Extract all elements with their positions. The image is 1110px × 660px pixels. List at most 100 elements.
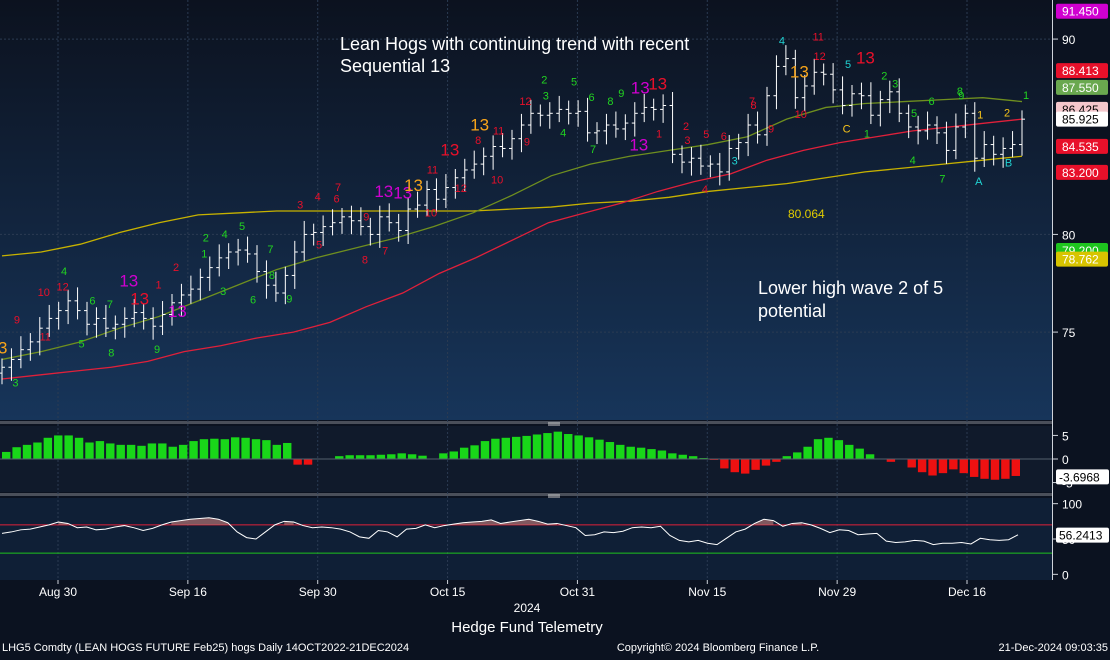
svg-text:83.200: 83.200: [1062, 166, 1099, 180]
price-bar: [178, 283, 185, 317]
price-bar: [376, 205, 383, 248]
histogram-bar: [2, 451, 11, 459]
price-bar: [518, 113, 525, 153]
price-bar: [858, 82, 865, 110]
td-count-label: 12: [519, 96, 531, 108]
histogram-bar: [512, 436, 521, 459]
time-axis-label: Nov 15: [688, 585, 726, 599]
td-count-label: 1: [656, 128, 662, 140]
price-bar: [46, 304, 53, 337]
td-count-label: 13: [648, 74, 667, 93]
overbought-shading: [453, 519, 558, 525]
histogram-bar: [241, 437, 250, 459]
td-count-label: 3: [892, 78, 898, 90]
price-bar: [612, 111, 619, 138]
histogram-bar: [178, 444, 188, 459]
price-bar: [716, 152, 723, 186]
td-count-label: 11: [40, 331, 51, 343]
histogram-bar: [553, 431, 563, 459]
price-bar: [27, 333, 34, 361]
title-annotation-line-1: Lean Hogs with continuing trend with rec…: [340, 34, 689, 54]
price-bar: [622, 114, 629, 141]
price-bar: [537, 104, 544, 127]
td-count-label: 1: [155, 280, 161, 292]
price-bar: [8, 348, 15, 381]
price-bar: [17, 336, 24, 369]
price-value-tag: 85.925: [1056, 111, 1108, 127]
price-bar: [1019, 110, 1025, 156]
price-bar: [981, 131, 988, 168]
price-bar: [556, 95, 563, 123]
time-axis-label: Oct 31: [560, 585, 596, 599]
price-bar: [952, 113, 959, 160]
histogram-bar: [303, 459, 313, 465]
panel-resize-handle[interactable]: [548, 422, 560, 426]
price-bar: [36, 317, 43, 356]
histogram-bar: [480, 441, 490, 459]
td-count-label: 11: [813, 31, 824, 43]
td-count-label: C: [843, 123, 851, 135]
time-axis-label: Oct 15: [430, 585, 466, 599]
time-axis-label: Nov 29: [818, 585, 856, 599]
histogram-bar: [574, 435, 583, 459]
histogram-bar: [74, 437, 84, 459]
copyright-text: Copyright© 2024 Bloomberg Finance L.P.: [617, 642, 819, 654]
td-count-label: 4: [222, 229, 228, 241]
price-bar: [291, 240, 298, 289]
td-count-label: 5: [78, 339, 84, 351]
histogram-bar: [85, 442, 94, 459]
histogram-bar: [855, 448, 864, 459]
histogram-bar: [199, 439, 209, 459]
histogram-bar: [803, 446, 812, 459]
price-bar: [754, 111, 761, 144]
wave-annotation-line-1: Lower high wave 2 of 5: [758, 278, 943, 298]
price-bar: [575, 100, 582, 127]
price-bar: [801, 74, 808, 112]
td-count-label: 8: [750, 100, 756, 112]
td-count-label: 1: [1023, 90, 1029, 102]
histogram-bar: [928, 459, 937, 476]
price-bar: [320, 215, 327, 246]
td-count-label: 4: [315, 191, 321, 203]
histogram-bar: [407, 454, 417, 459]
histogram-bar: [262, 440, 271, 459]
price-bar: [301, 220, 308, 261]
price-bar: [348, 205, 355, 235]
price-bar: [499, 133, 506, 158]
td-count-label: 7: [590, 144, 596, 156]
histogram-bar: [272, 444, 282, 459]
td-count-label: 1: [201, 248, 207, 260]
histogram-bar: [12, 447, 21, 459]
histogram-bar: [532, 434, 542, 459]
histogram-bar: [564, 434, 573, 459]
td-count-label: 8: [957, 86, 963, 98]
panel-resize-handle[interactable]: [548, 494, 560, 498]
price-bar: [849, 84, 855, 117]
histogram-bar: [543, 433, 552, 459]
price-bar: [395, 213, 402, 242]
price-axis-label: 75: [1062, 326, 1076, 340]
price-value-tag: 83.200: [1056, 164, 1108, 180]
td-count-label: 5: [845, 59, 851, 71]
td-count-label: 8: [108, 347, 114, 359]
price-bar: [84, 301, 90, 336]
td-count-label: B: [1005, 158, 1012, 170]
price-bar: [697, 144, 704, 175]
histogram-bar: [106, 443, 115, 459]
td-count-label: 9: [958, 90, 964, 102]
histogram-bar: [95, 441, 105, 459]
footer-background: [0, 580, 1110, 655]
price-bar: [74, 287, 81, 320]
price-bar: [509, 129, 515, 160]
td-count-label: 12: [455, 183, 467, 195]
svg-text:85.925: 85.925: [1062, 113, 1099, 127]
td-count-label: 4: [61, 266, 67, 278]
td-count-label: 8: [269, 270, 275, 282]
td-count-label: 13: [631, 78, 650, 97]
time-axis-label: Sep 30: [299, 585, 337, 599]
histogram-bar: [376, 454, 386, 459]
histogram-bar: [730, 459, 739, 473]
price-bar: [140, 303, 147, 330]
price-bar: [424, 180, 430, 217]
svg-text:56.2413: 56.2413: [1059, 529, 1103, 543]
